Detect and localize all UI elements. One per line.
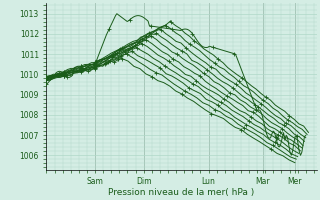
X-axis label: Pression niveau de la mer( hPa ): Pression niveau de la mer( hPa ) [108,188,255,197]
